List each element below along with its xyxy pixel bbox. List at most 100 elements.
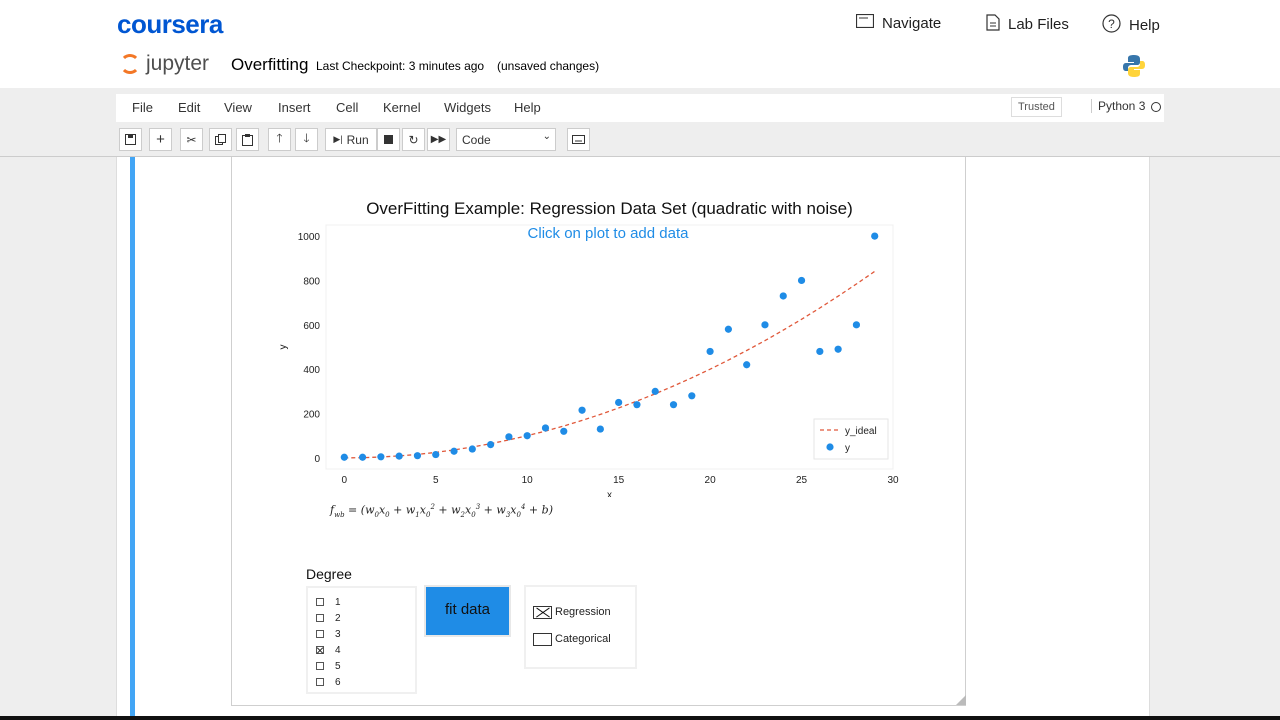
cell-type-select[interactable]: Code ⌄ [456, 128, 556, 151]
data-point [816, 347, 824, 356]
kernel-name: Python 3 [1098, 99, 1146, 113]
data-point [395, 452, 403, 460]
data-point [596, 425, 604, 433]
data-point [358, 453, 367, 461]
menu-bar: File Edit View Insert Cell Kernel Widget… [116, 94, 1164, 122]
interrupt-button[interactable] [377, 128, 400, 151]
data-point [487, 441, 495, 449]
notebook-toolbar: + ✂ 🡑 🡓 ▶| Run ↻ ▶▶ Code ⌄ [116, 126, 1164, 154]
resize-handle-icon[interactable] [956, 695, 966, 705]
save-icon [125, 134, 136, 145]
checkbox-checked[interactable] [533, 605, 552, 619]
cut-button[interactable]: ✂ [180, 128, 203, 151]
lab-files-button[interactable]: Lab Files [986, 14, 1069, 35]
save-button[interactable] [119, 128, 142, 151]
type-option-regression[interactable]: Regression [533, 604, 611, 620]
run-button[interactable]: ▶| Run [325, 128, 377, 151]
help-icon: ? [1102, 14, 1121, 37]
keyboard-icon [572, 135, 585, 144]
degree-option[interactable]: 5 [316, 659, 341, 673]
checkbox[interactable] [316, 614, 324, 622]
checkbox[interactable] [533, 632, 552, 646]
file-icon [986, 14, 1000, 35]
type-label: Categorical [555, 633, 611, 645]
legend-label: y [845, 443, 850, 454]
notebook-title[interactable]: Overfitting [231, 55, 309, 74]
jupyter-logo[interactable]: jupyter [120, 52, 209, 76]
plot-frame [325, 224, 894, 470]
widget-output: OverFitting Example: Regression Data Set… [231, 157, 966, 706]
data-point [779, 292, 787, 300]
move-up-button[interactable]: 🡑 [268, 128, 291, 151]
cell-type-value: Code [462, 133, 491, 147]
menu-help[interactable]: Help [514, 100, 541, 115]
x-tick-label: 20 [705, 475, 717, 486]
command-palette-button[interactable] [567, 128, 590, 151]
degree-label: 4 [335, 644, 341, 656]
help-button[interactable]: ? Help [1102, 14, 1160, 37]
x-tick-label: 10 [522, 475, 534, 486]
insert-cell-button[interactable]: + [149, 128, 172, 151]
degree-label: 3 [335, 628, 341, 640]
chart-title: OverFitting Example: Regression Data Set… [366, 199, 853, 218]
y-tick-label: 800 [303, 276, 320, 287]
data-point [761, 321, 769, 329]
menu-kernel[interactable]: Kernel [383, 100, 421, 115]
data-point [871, 232, 879, 240]
degree-option[interactable]: 6 [316, 675, 341, 689]
degree-label: 2 [335, 612, 341, 624]
data-point [724, 325, 732, 333]
move-down-button[interactable]: 🡓 [295, 128, 318, 151]
data-point [505, 433, 513, 441]
data-point [450, 447, 458, 455]
paste-button[interactable] [236, 128, 259, 151]
chevron-down-icon: ⌄ [542, 131, 551, 142]
type-option-categorical[interactable]: Categorical [533, 631, 611, 647]
checkpoint-status: Last Checkpoint: 3 minutes ago [316, 59, 485, 73]
data-point [523, 432, 531, 440]
restart-run-all-button[interactable]: ▶▶ [427, 128, 450, 151]
help-label: Help [1129, 17, 1160, 34]
menu-widgets[interactable]: Widgets [444, 100, 491, 115]
jupyter-logo-icon [120, 54, 140, 74]
data-point [413, 452, 422, 460]
degree-option[interactable]: 3 [316, 627, 341, 641]
arrow-up-icon: 🡑 [276, 131, 283, 145]
data-point [834, 345, 842, 353]
data-point [432, 450, 440, 459]
menu-edit[interactable]: Edit [178, 100, 201, 115]
degree-option[interactable]: 4 [316, 643, 341, 657]
degree-option[interactable]: 2 [316, 611, 341, 625]
model-type-group: Regression Categorical [524, 585, 637, 669]
coursera-logo[interactable]: coursera [117, 9, 223, 39]
data-point [468, 445, 476, 453]
copy-button[interactable] [209, 128, 232, 151]
fit-data-button[interactable]: fit data [424, 585, 511, 637]
fast-forward-icon: ▶▶ [430, 134, 447, 145]
restart-button[interactable]: ↻ [402, 128, 425, 151]
checkbox[interactable] [316, 630, 324, 638]
copy-icon [215, 134, 226, 145]
menu-insert[interactable]: Insert [278, 100, 311, 115]
checkbox[interactable] [316, 678, 324, 686]
checkbox[interactable] [316, 598, 324, 606]
checkbox[interactable] [316, 662, 324, 670]
y-tick-label: 1000 [298, 232, 321, 243]
data-point [377, 453, 385, 461]
menu-file[interactable]: File [132, 100, 153, 115]
header-divider [0, 156, 1280, 157]
x-axis-label: x [607, 490, 612, 497]
menu-cell[interactable]: Cell [336, 100, 359, 115]
python-logo-icon [1123, 55, 1145, 77]
x-tick-label: 5 [433, 475, 439, 486]
bottom-edge [0, 716, 1280, 720]
jupyter-logo-text: jupyter [146, 52, 210, 75]
kernel-status-icon [1151, 101, 1162, 112]
checkbox-checked[interactable] [316, 646, 324, 654]
degree-option[interactable]: 1 [316, 595, 341, 609]
menu-view[interactable]: View [224, 100, 252, 115]
navigate-button[interactable]: Navigate [855, 13, 941, 32]
trusted-badge[interactable]: Trusted [1011, 97, 1062, 117]
data-point [852, 321, 861, 329]
